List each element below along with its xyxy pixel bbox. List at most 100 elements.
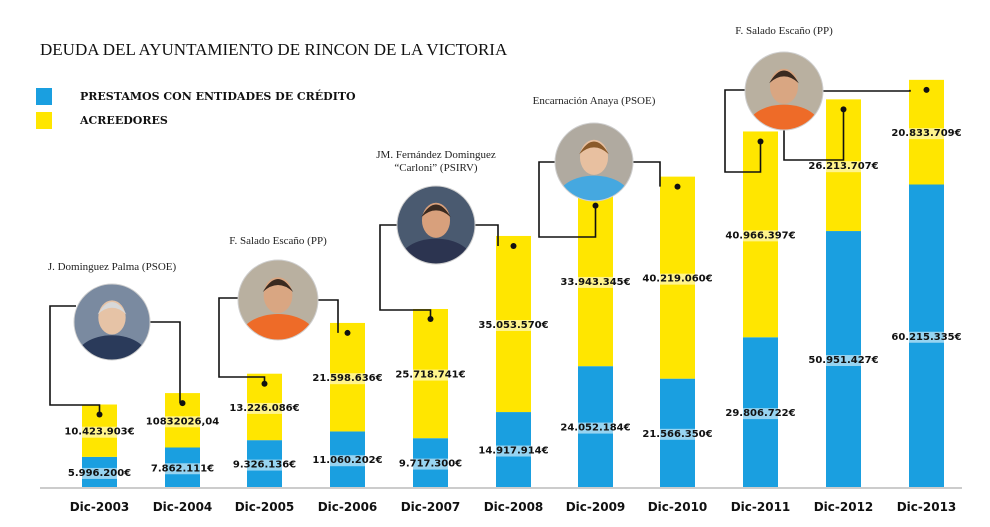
data-label-bg-acreedores-dic-2003 [62,426,137,438]
data-label-acreedores-dic-2010: 40.219.060€ [642,274,712,285]
annotation-5-connector-left [724,89,762,173]
x-tick-label-dic-2009: Dic-2009 [566,500,626,514]
annotation-2-portrait [238,260,318,340]
x-tick-label-dic-2007: Dic-2007 [401,500,461,514]
data-label-bg-acreedores-dic-2012 [806,161,881,173]
annotation-1-portrait-ring [73,283,151,361]
annotation-5-portrait-body [746,104,822,130]
annotation-4-portrait-ring [554,122,634,202]
data-label-bg-acreedores-dic-2011 [723,230,798,242]
data-label-acreedores-dic-2007: 25.718.741€ [395,370,465,381]
annotation-1-connector-right [148,321,181,404]
data-label-bg-acreedores-dic-2008 [476,320,551,332]
annotation-1-name-label: J. Dominguez Palma (PSOE) [48,261,177,273]
annotation-3-connector-left [379,224,432,319]
annotation-4-dot-start [592,202,599,209]
data-label-bg-prestamos-dic-2005 [230,459,299,471]
annotation-3-portrait-hair [421,204,451,218]
annotation-2-name-label: F. Salado Escaño (PP) [229,235,327,247]
data-label-acreedores-dic-2005: 13.226.086€ [229,403,299,414]
annotation-2-connector-right [316,299,339,333]
annotation-4-portrait [555,123,633,201]
data-label-bg-prestamos-dic-2009 [558,422,633,434]
data-label-prestamos-dic-2003: 5.996.200€ [68,468,131,479]
x-tick-label-dic-2004: Dic-2004 [153,500,213,514]
annotation-1-portrait-body [75,335,149,360]
annotation-4-portrait-hair [579,141,609,155]
x-tick-label-dic-2006: Dic-2006 [318,500,378,514]
data-label-acreedores-dic-2013: 20.833.709€ [891,128,961,139]
annotation-4-name-label: Encarnación Anaya (PSOE) [533,95,656,107]
data-label-acreedores-dic-2003: 10.423.903€ [64,427,134,438]
legend-swatch-prestamos [36,88,52,105]
annotation-5-dot-middle [840,106,847,113]
data-label-bg-acreedores-dic-2006 [310,373,385,385]
annotation-4-dot-end [674,183,681,190]
data-label-acreedores-dic-2006: 21.598.636€ [312,373,382,384]
data-label-bg-acreedores-dic-2007 [393,369,468,381]
data-label-prestamos-dic-2007: 9.717.300€ [399,459,462,470]
annotation-3-dot-start [427,315,434,322]
chart-title: DEUDA DEL AYUNTAMIENTO DE RINCON DE LA V… [40,40,508,59]
annotation-4-connector-right [631,161,661,187]
annotation-3-portrait-body [398,238,474,264]
data-label-bg-prestamos-dic-2003 [65,467,134,479]
annotation-2-portrait-ring [237,259,319,341]
annotation-2-connector-left [218,297,266,384]
data-label-bg-prestamos-dic-2012 [806,355,881,367]
annotation-5-name-label: F. Salado Escaño (PP) [735,25,833,37]
annotation-5-dot-end [923,86,930,93]
annotation-2-dot-start [261,380,268,387]
annotation-2-portrait-body [240,314,316,340]
x-tick-label-dic-2003: Dic-2003 [70,500,130,514]
annotation-1-dot-start [96,411,103,418]
data-label-bg-prestamos-dic-2010 [640,428,715,440]
data-label-prestamos-dic-2013: 60.215.335€ [891,332,961,343]
annotation-2-dot-end [344,329,351,336]
annotation-3-dot-end [510,242,517,249]
x-tick-label-dic-2011: Dic-2011 [731,500,791,514]
annotation-3-portrait-ring [396,185,476,265]
data-label-acreedores-dic-2011: 40.966.397€ [725,230,795,241]
data-label-bg-prestamos-dic-2006 [310,455,385,467]
legend-swatch-acreedores [36,112,52,129]
data-label-bg-prestamos-dic-2007 [396,458,465,470]
data-label-bg-prestamos-dic-2011 [723,408,798,420]
annotation-1-portrait [74,284,150,360]
x-tick-label-dic-2010: Dic-2010 [648,500,708,514]
data-label-prestamos-dic-2006: 11.060.202€ [312,455,382,466]
annotation-2-portrait-hair [262,279,294,292]
data-label-bg-prestamos-dic-2004 [148,463,217,475]
data-label-bg-acreedores-dic-2013 [889,128,964,140]
data-label-prestamos-dic-2010: 21.566.350€ [642,429,712,440]
annotation-5-connector-right [821,89,911,92]
legend-label-prestamos: PRESTAMOS CON ENTIDADES DE CRÉDITO [80,89,356,103]
portraits-layer [73,51,824,361]
data-label-prestamos-dic-2009: 24.052.184€ [560,423,630,434]
annotation-5-portrait-ring [744,51,824,131]
data-label-prestamos-dic-2004: 7.862.111€ [151,463,214,474]
data-label-acreedores-dic-2012: 26.213.707€ [808,161,878,172]
annotation-3-name-label: JM. Fernández Dominguez [376,149,496,161]
x-tick-label-dic-2012: Dic-2012 [814,500,874,514]
data-label-acreedores-dic-2008: 35.053.570€ [478,320,548,331]
annotation-1-connector-left [49,305,101,415]
annotation-4-connector-left [538,161,597,238]
x-tick-label-dic-2008: Dic-2008 [484,500,544,514]
data-label-prestamos-dic-2012: 50.951.427€ [808,355,878,366]
data-label-bg-acreedores-dic-2010 [640,273,715,285]
x-tick-label-dic-2005: Dic-2005 [235,500,295,514]
data-label-prestamos-dic-2005: 9.326.136€ [233,460,296,471]
annotation-1-portrait-hair [97,302,127,315]
data-label-acreedores-dic-2004: 10832026,04 [146,416,219,427]
annotation-5-connector-middle [783,109,845,161]
labels-layer: Dic-2003 5.996.200€ 10.423.903€ Dic-2004 7.8… [48,25,964,514]
annotation-4-portrait-body [556,175,632,201]
annotation-3-name-label-2: “Carloni” (PSIRV) [394,162,477,174]
data-label-bg-prestamos-dic-2008 [476,445,551,457]
x-tick-label-dic-2013: Dic-2013 [897,500,957,514]
data-label-bg-acreedores-dic-2004 [143,416,222,428]
data-label-bg-acreedores-dic-2009 [558,276,633,288]
